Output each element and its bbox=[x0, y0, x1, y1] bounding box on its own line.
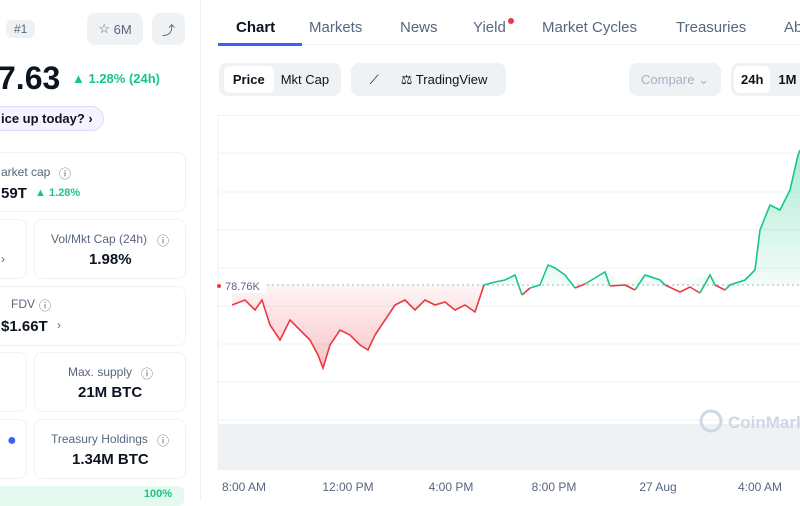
x-labels: 8:00 AM 12:00 PM 4:00 PM 8:00 PM 27 Aug 4:00 … bbox=[222, 480, 782, 494]
stat-card: Max. supply ⓘ 21M BTC bbox=[34, 352, 186, 412]
stat-card: FDV ⓘ $1.66T › bbox=[0, 286, 186, 346]
tab-rule bbox=[218, 44, 800, 45]
stat-value: 1.34M BTC bbox=[72, 451, 149, 468]
rank: #1 bbox=[6, 20, 36, 38]
stat-card: ● bbox=[0, 419, 27, 479]
tab[interactable]: Yield bbox=[473, 19, 506, 36]
prompt-text: ice up today? bbox=[1, 111, 85, 126]
x-label: 12:00 PM bbox=[322, 480, 373, 494]
stat-value: $1.66T bbox=[1, 318, 48, 335]
stat-card bbox=[0, 352, 27, 412]
tab-indicator bbox=[218, 43, 302, 46]
down-area bbox=[232, 285, 484, 368]
stat-label: Treasury Holdings bbox=[51, 432, 148, 446]
stat-label: Vol/Mkt Cap (24h) bbox=[51, 232, 148, 246]
line-icon[interactable]: ⟋ bbox=[369, 71, 379, 87]
tab[interactable]: News bbox=[400, 19, 438, 36]
watch-count: 6M bbox=[113, 21, 132, 37]
stat-card: arket cap ⓘ 59T ▲ 1.28% bbox=[0, 152, 186, 212]
stat-label: arket cap bbox=[1, 165, 51, 179]
tab[interactable]: Market Cycles bbox=[542, 19, 638, 36]
progress-label: 100% bbox=[143, 488, 172, 500]
stat-change-text: 1.28% bbox=[48, 187, 81, 199]
stat-label: FDV bbox=[11, 297, 35, 311]
price-change-text: 1.28% (24h) bbox=[88, 71, 161, 86]
stat-card: › bbox=[0, 219, 27, 279]
volume bbox=[218, 424, 800, 470]
price-change: ▲ 1.28% (24h) bbox=[72, 71, 161, 86]
chart-border bbox=[218, 115, 800, 116]
x-label: 4:00 AM bbox=[738, 480, 782, 494]
stat-value: 59T bbox=[1, 185, 27, 202]
watermark: CoinMark bbox=[728, 413, 800, 432]
stat-label: Max. supply bbox=[68, 365, 133, 379]
price: 7.63 bbox=[0, 60, 61, 96]
share-button[interactable]: ⤴ bbox=[152, 13, 185, 45]
start-dot bbox=[217, 284, 221, 288]
stat-card: Treasury Holdings ⓘ 1.34M BTC bbox=[34, 419, 186, 479]
stat-change: ▲ 1.28% bbox=[35, 187, 81, 199]
compare-button[interactable]: Compare ⌄ bbox=[629, 63, 721, 96]
mktcap-button[interactable]: Mkt Cap bbox=[280, 72, 330, 87]
price-button[interactable]: Price bbox=[223, 66, 274, 93]
chart-style: ⟋ ⚖ TradingView bbox=[351, 63, 506, 96]
x-label: 27 Aug bbox=[639, 480, 676, 494]
range-1m[interactable]: 1M bbox=[778, 72, 797, 87]
up-line bbox=[483, 149, 800, 296]
tradingview-button[interactable]: ⚖ TradingView bbox=[400, 71, 488, 87]
tab-badge bbox=[508, 18, 514, 24]
prompt-chip[interactable]: ice up today? › bbox=[0, 106, 104, 131]
baseline-label: 78.76K bbox=[225, 281, 261, 293]
stat-value: 21M BTC bbox=[78, 384, 143, 401]
tab[interactable]: Ab bbox=[784, 19, 800, 36]
range-24h[interactable]: 24h bbox=[734, 66, 771, 93]
divider bbox=[200, 0, 201, 500]
tradingview-text: TradingView bbox=[415, 71, 488, 87]
stat-card: Vol/Mkt Cap (24h) ⓘ 1.98% bbox=[34, 219, 186, 279]
toggle: Price Mkt Cap bbox=[219, 63, 341, 96]
watchlist-button[interactable]: ☆ 6M bbox=[87, 13, 143, 45]
x-label: 8:00 AM bbox=[222, 480, 266, 494]
stat-value: 1.98% bbox=[89, 251, 132, 268]
up-area bbox=[484, 150, 800, 285]
tab[interactable]: Chart bbox=[236, 19, 276, 36]
tab[interactable]: Treasuries bbox=[676, 19, 747, 36]
range: 24h 1M bbox=[731, 63, 800, 96]
baseline-bg bbox=[222, 278, 266, 293]
down-line bbox=[231, 283, 726, 371]
tab[interactable]: Markets bbox=[309, 19, 363, 36]
x-label: 4:00 PM bbox=[429, 480, 474, 494]
x-label: 8:00 PM bbox=[532, 480, 577, 494]
compare-text: Compare bbox=[641, 72, 695, 87]
watermark-logo bbox=[699, 409, 723, 433]
